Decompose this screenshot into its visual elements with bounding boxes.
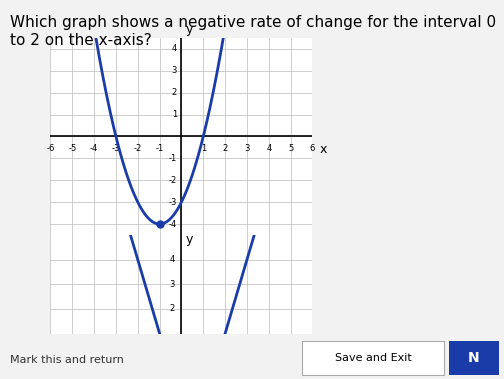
Text: Save and Exit: Save and Exit: [335, 353, 411, 363]
Text: -5: -5: [68, 144, 77, 153]
Text: x: x: [320, 143, 327, 156]
Text: -4: -4: [169, 219, 177, 229]
Text: 2: 2: [172, 88, 177, 97]
Text: 4: 4: [266, 144, 272, 153]
Text: 5: 5: [288, 144, 293, 153]
Text: Which graph shows a negative rate of change for the interval 0 to 2 on the x-axi: Which graph shows a negative rate of cha…: [10, 15, 496, 47]
Text: 3: 3: [169, 280, 175, 289]
Text: N: N: [468, 351, 480, 365]
Text: 1: 1: [201, 144, 206, 153]
Text: 2: 2: [170, 304, 175, 313]
Text: -3: -3: [169, 197, 177, 207]
Text: -2: -2: [169, 176, 177, 185]
Text: -3: -3: [112, 144, 120, 153]
Text: Mark this and return: Mark this and return: [10, 355, 124, 365]
Text: 3: 3: [244, 144, 249, 153]
Text: y: y: [186, 23, 193, 36]
Text: -1: -1: [169, 154, 177, 163]
Text: -1: -1: [155, 144, 164, 153]
Text: 3: 3: [172, 66, 177, 75]
Text: 4: 4: [170, 255, 175, 264]
Text: 6: 6: [310, 144, 315, 153]
Text: 2: 2: [222, 144, 228, 153]
Text: y: y: [186, 233, 193, 246]
Text: 4: 4: [172, 44, 177, 53]
Text: -6: -6: [46, 144, 54, 153]
Text: 1: 1: [172, 110, 177, 119]
Text: -2: -2: [134, 144, 142, 153]
Text: -4: -4: [90, 144, 98, 153]
